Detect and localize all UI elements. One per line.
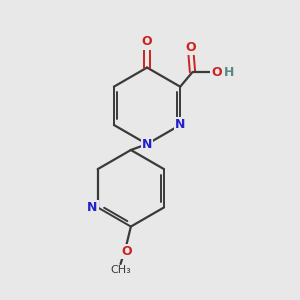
Text: O: O: [186, 41, 196, 54]
Text: CH₃: CH₃: [110, 265, 131, 275]
Text: O: O: [121, 245, 132, 258]
Text: O: O: [142, 35, 152, 48]
Text: N: N: [175, 118, 185, 131]
Text: N: N: [142, 138, 152, 151]
Text: O: O: [211, 65, 222, 79]
Text: H: H: [224, 65, 234, 79]
Text: N: N: [87, 201, 98, 214]
